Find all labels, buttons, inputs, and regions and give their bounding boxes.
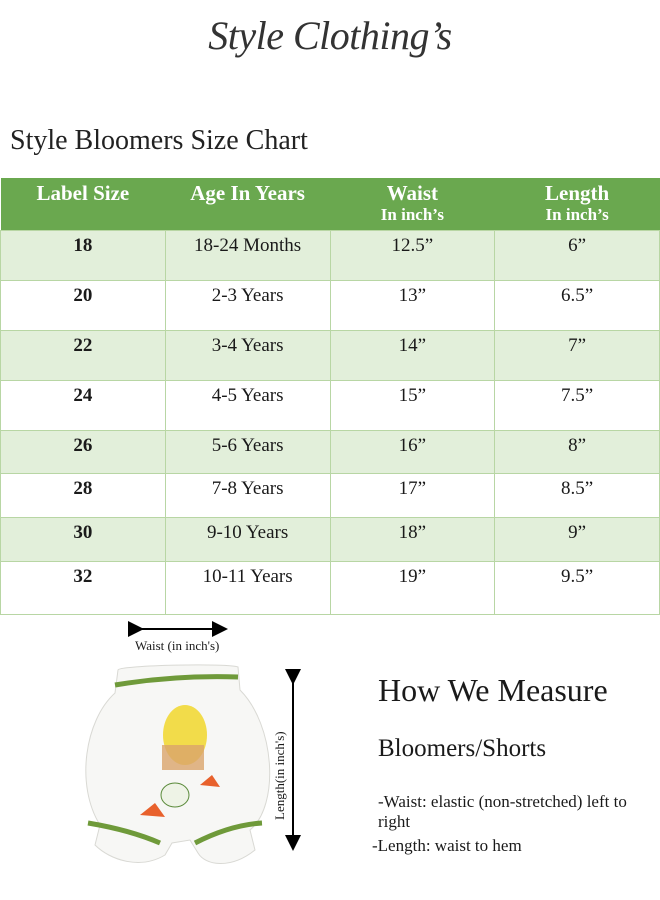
table-row: 24 4-5 Years 15” 7.5” <box>0 380 660 431</box>
table-row: 32 10-11 Years 19” 9.5” <box>0 561 660 615</box>
table-header-row: Label Size Age In Years Waist In inch’s L… <box>0 178 660 231</box>
table-row: 28 7-8 Years 17” 8.5” <box>0 473 660 518</box>
cell-waist: 13” <box>329 280 496 331</box>
cell-age: 10-11 Years <box>164 561 331 615</box>
cell-waist: 19” <box>329 561 496 615</box>
table-row: 30 9-10 Years 18” 9” <box>0 517 660 562</box>
cell-size: 28 <box>0 473 166 518</box>
brand-title: Style Clothing’s <box>208 13 452 58</box>
waist-note: -Waist: elastic (non-stretched) left to … <box>378 792 627 831</box>
table-row: 26 5-6 Years 16” 8” <box>0 430 660 474</box>
header-length: Length In inch’s <box>494 178 660 231</box>
chart-title: Style Bloomers Size Chart <box>10 125 308 156</box>
size-chart-table: Label Size Age In Years Waist In inch’s L… <box>0 178 660 615</box>
cell-size: 18 <box>0 230 166 281</box>
length-note: -Length: waist to hem <box>372 836 522 855</box>
bloomer-illustration <box>85 664 271 864</box>
cell-size: 32 <box>0 561 166 615</box>
cell-length: 7” <box>494 330 660 381</box>
measure-title: How We Measure <box>378 672 608 708</box>
cell-size: 20 <box>0 280 166 331</box>
table-row: 20 2-3 Years 13” 6.5” <box>0 280 660 331</box>
cell-length: 6” <box>494 230 660 281</box>
header-label-size: Label Size <box>0 178 166 231</box>
cell-age: 18-24 Months <box>164 230 331 281</box>
header-age: Age In Years <box>165 178 330 231</box>
cell-age: 5-6 Years <box>164 430 331 474</box>
cell-length: 8” <box>494 430 660 474</box>
cell-age: 7-8 Years <box>164 473 331 518</box>
cell-length: 9.5” <box>494 561 660 615</box>
cell-waist: 14” <box>329 330 496 381</box>
cell-age: 9-10 Years <box>164 517 331 562</box>
cell-size: 24 <box>0 380 166 431</box>
measure-subtitle: Bloomers/Shorts <box>378 735 547 762</box>
cell-length: 6.5” <box>494 280 660 331</box>
header-waist: Waist In inch’s <box>330 178 495 231</box>
table-row: 22 3-4 Years 14” 7” <box>0 330 660 381</box>
cell-waist: 15” <box>329 380 496 431</box>
cell-size: 26 <box>0 430 166 474</box>
cell-length: 8.5” <box>494 473 660 518</box>
cell-length: 9” <box>494 517 660 562</box>
cell-waist: 18” <box>329 517 496 562</box>
cell-size: 22 <box>0 330 166 381</box>
waist-label: Waist (in inch's) <box>135 638 220 653</box>
cell-size: 30 <box>0 517 166 562</box>
cell-age: 3-4 Years <box>164 330 331 381</box>
table-row: 18 18-24 Months 12.5” 6” <box>0 230 660 281</box>
cell-waist: 16” <box>329 430 496 474</box>
cell-age: 2-3 Years <box>164 280 331 331</box>
cell-age: 4-5 Years <box>164 380 331 431</box>
cell-waist: 12.5” <box>329 230 496 281</box>
cell-length: 7.5” <box>494 380 660 431</box>
cell-waist: 17” <box>329 473 496 518</box>
length-label: Length(in inch's) <box>272 731 287 820</box>
bloomer-diagram <box>85 621 301 864</box>
